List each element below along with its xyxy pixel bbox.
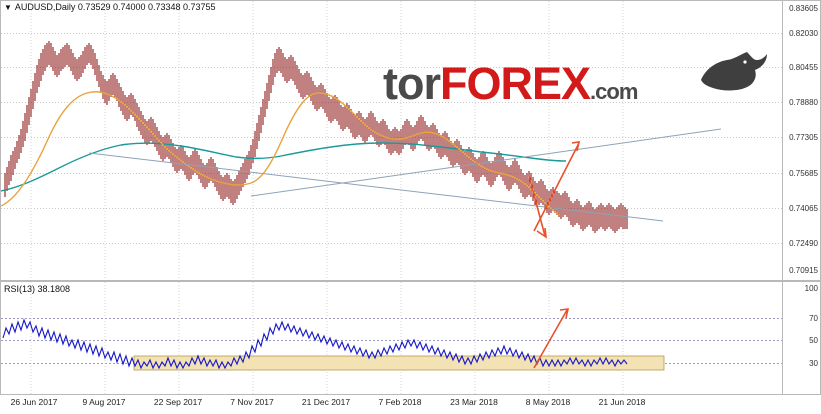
arrow-up — [533, 141, 581, 232]
time-tick-8: 21 Jun 2018 — [598, 397, 646, 407]
rsi-arrow-up — [533, 308, 570, 369]
time-tick-6: 23 Mar 2018 — [450, 397, 498, 407]
rsi-chart-pane[interactable] — [0, 281, 783, 395]
rsi-vertical-gridlines — [30, 282, 624, 394]
price-tick-5: 0.75685 — [789, 169, 818, 178]
ma-slow-line — [1, 142, 567, 192]
candlestick-series — [4, 41, 628, 233]
price-tick-7: 0.72490 — [789, 239, 818, 248]
price-tick-1: 0.82030 — [789, 29, 818, 38]
rsi-tick-30: 30 — [809, 359, 818, 368]
rsi-indicator-label: RSI(13) 38.1808 — [4, 284, 71, 294]
price-tick-8: 0.70915 — [789, 266, 818, 275]
rsi-axis-scale: 100 70 50 30 — [783, 281, 821, 395]
ma-fast-line — [1, 91, 560, 216]
price-axis-scale: 0.83605 0.82030 0.80455 0.78880 0.77305 … — [783, 0, 821, 281]
price-chart-pane[interactable] — [0, 0, 783, 281]
price-vertical-gridlines — [30, 1, 624, 280]
price-tick-4: 0.77305 — [789, 133, 818, 142]
time-tick-2: 22 Sep 2017 — [153, 397, 203, 407]
arrow-down — [528, 175, 547, 239]
rsi-tick-100: 100 — [804, 284, 818, 293]
price-chart-svg — [1, 1, 782, 280]
collapse-triangle-icon[interactable]: ▼ — [4, 3, 12, 12]
time-tick-0: 26 Jun 2017 — [10, 397, 58, 407]
trendline-upper — [250, 128, 722, 197]
rsi-line — [2, 318, 628, 370]
price-tick-2: 0.80455 — [789, 63, 818, 72]
time-tick-5: 7 Feb 2018 — [378, 397, 422, 407]
symbol-period-ohlc: AUDUSD,Daily 0.73529 0.74000 0.73348 0.7… — [14, 2, 216, 12]
price-tick-6: 0.74065 — [789, 204, 818, 213]
rsi-tick-50: 50 — [809, 336, 818, 345]
rsi-chart-svg — [1, 282, 782, 394]
time-tick-1: 9 Aug 2017 — [82, 397, 126, 407]
time-tick-4: 21 Dec 2017 — [301, 397, 351, 407]
time-tick-3: 7 Nov 2017 — [230, 397, 274, 407]
price-tick-0: 0.83605 — [789, 4, 818, 13]
rsi-tick-70: 70 — [809, 314, 818, 323]
price-tick-3: 0.78880 — [789, 98, 818, 107]
time-axis: 26 Jun 2017 9 Aug 2017 22 Sep 2017 7 Nov… — [0, 395, 783, 414]
time-tick-7: 8 May 2018 — [525, 397, 571, 407]
oversold-zone-rect — [133, 355, 665, 371]
chart-symbol-header: ▼ AUDUSD,Daily 0.73529 0.74000 0.73348 0.… — [4, 2, 216, 12]
trendline-lower — [88, 152, 664, 222]
